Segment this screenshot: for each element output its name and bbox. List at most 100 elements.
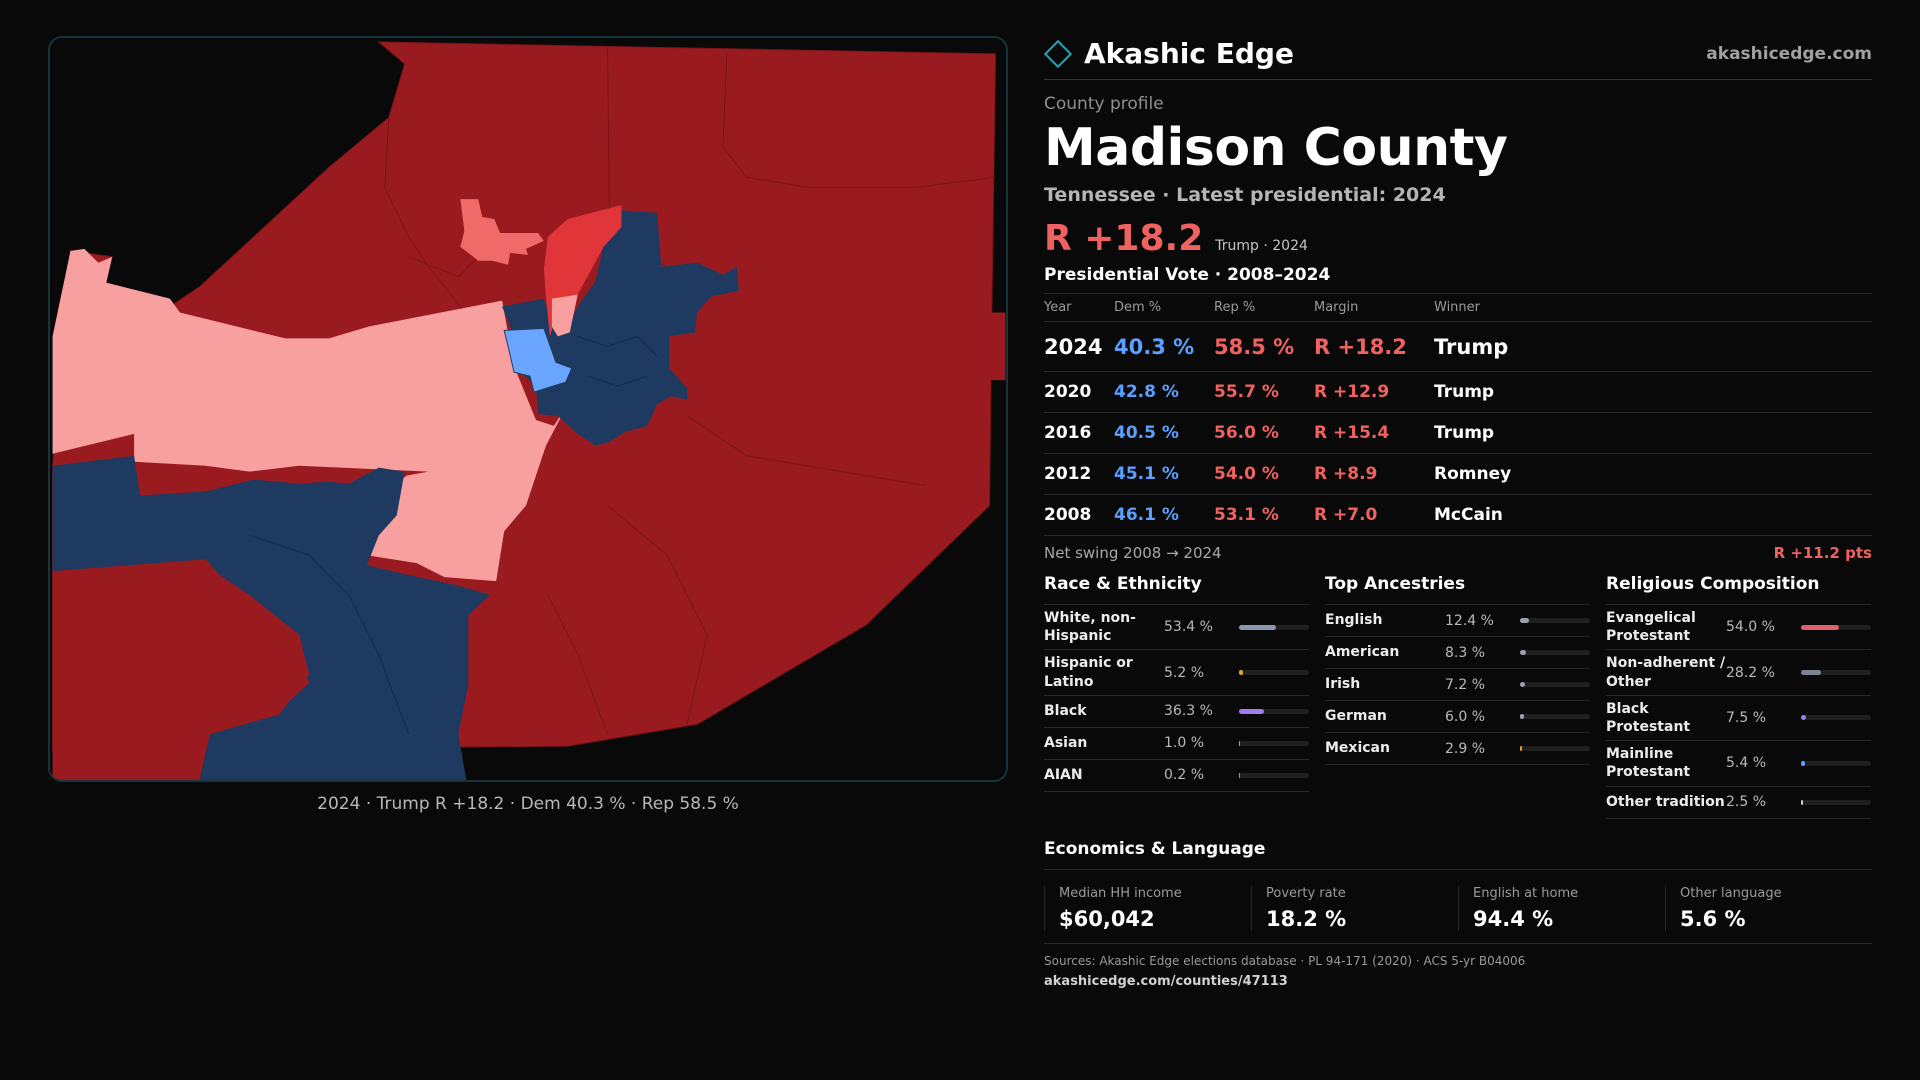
- demographic-label: Mainline Protestant: [1606, 746, 1691, 781]
- demographic-label: English: [1325, 612, 1383, 629]
- vote-dem: 45.1 %: [1114, 453, 1214, 495]
- source-url-link[interactable]: akashicedge.com/counties/47113: [1044, 973, 1288, 989]
- demographic-bar-track: [1520, 650, 1590, 655]
- demographic-bar-track: [1239, 740, 1309, 746]
- demographic-row: Non-adherent / Other 28.2 %: [1606, 650, 1871, 696]
- race-list: White, non-Hispanic 53.4 % Hispanic or Lat…: [1044, 605, 1309, 792]
- demographic-bar-track: [1801, 624, 1871, 630]
- econ-median-income: Median HH income $60,042: [1044, 885, 1251, 931]
- demographic-bar-track: [1520, 746, 1590, 751]
- profile-eyebrow: County profile: [1044, 94, 1164, 114]
- vote-row: 2016 40.5 % 56.0 % R +15.4 Trump: [1044, 412, 1872, 454]
- demographic-row: Asian 1.0 %: [1044, 728, 1309, 760]
- demographic-pct: 2.9 %: [1445, 740, 1486, 757]
- demographic-pct: 5.4 %: [1726, 755, 1767, 772]
- vote-rep: 55.7 %: [1214, 371, 1314, 413]
- precinct-strong-rep-east-notch[interactable]: [989, 312, 1006, 381]
- demographic-bar-fill: [1520, 618, 1529, 623]
- vote-section-title: Presidential Vote · 2008–2024: [1044, 265, 1872, 294]
- sources-note: Sources: Akashic Edge elections database…: [1044, 953, 1526, 968]
- precinct-lean-rep-north[interactable]: [543, 205, 622, 337]
- demographic-bar-track: [1801, 670, 1871, 676]
- econ-label: Median HH income: [1059, 885, 1182, 901]
- vote-row: 2024 40.3 % 58.5 % R +18.2 Trump: [1044, 321, 1872, 372]
- vote-dem: 40.3 %: [1114, 321, 1214, 372]
- demographic-bar-fill: [1801, 799, 1803, 805]
- precinct-boundary: [587, 375, 648, 387]
- demographic-bar-track: [1239, 670, 1309, 676]
- ancestry-title: Top Ancestries: [1325, 574, 1590, 605]
- col-dem: Dem %: [1114, 294, 1214, 322]
- demographic-label: Other tradition: [1606, 793, 1725, 810]
- demographic-row: Hispanic or Latino 5.2 %: [1044, 650, 1309, 696]
- precinct-map-svg[interactable]: [50, 38, 1006, 780]
- col-margin: Margin: [1314, 294, 1434, 322]
- demographic-pct: 6.0 %: [1445, 708, 1486, 725]
- precinct-pale-rep-north[interactable]: [551, 294, 578, 337]
- demographic-label: Non-adherent / Other: [1606, 655, 1726, 690]
- vote-margin: R +18.2: [1314, 321, 1434, 372]
- precinct-strong-dem-southwest[interactable]: [52, 455, 491, 780]
- vote-row: 2008 46.1 % 53.1 % R +7.0 McCain: [1044, 494, 1872, 536]
- econ-value: $60,042: [1059, 906, 1155, 931]
- demographic-label: American: [1325, 644, 1400, 661]
- demographic-pct: 7.2 %: [1445, 676, 1486, 693]
- econ-other-language: Other language 5.6 %: [1665, 885, 1872, 931]
- demographic-label: Evangelical Protestant: [1606, 610, 1696, 645]
- brand[interactable]: Akashic Edge: [1043, 37, 1294, 70]
- demographic-bar-fill: [1520, 714, 1525, 719]
- demographic-pct: 1.0 %: [1164, 735, 1205, 752]
- demographic-bar-track: [1239, 772, 1309, 778]
- brand-header: Akashic Edge akashicedge.com: [1043, 34, 1872, 80]
- demographic-row: Mexican 2.9 %: [1325, 733, 1590, 765]
- demographic-row: Black Protestant 7.5 %: [1606, 696, 1871, 742]
- vote-margin: R +15.4: [1314, 412, 1434, 454]
- vote-dem: 46.1 %: [1114, 494, 1214, 536]
- demographic-row: German 6.0 %: [1325, 701, 1590, 733]
- vote-row: 2012 45.1 % 54.0 % R +8.9 Romney: [1044, 453, 1872, 495]
- precinct-strong-dem-city[interactable]: [514, 209, 739, 446]
- vote-dem: 40.5 %: [1114, 412, 1214, 454]
- vote-margin: R +12.9: [1314, 371, 1434, 413]
- demographic-bar-fill: [1801, 715, 1807, 721]
- precinct-pale-rep-west[interactable]: [52, 248, 568, 582]
- vote-margin: R +7.0: [1314, 494, 1434, 536]
- econ-label: English at home: [1473, 885, 1579, 901]
- econ-value: 18.2 %: [1266, 906, 1347, 931]
- demographic-label: Black Protestant: [1606, 700, 1691, 735]
- demographic-bar-fill: [1520, 650, 1526, 655]
- demographic-pct: 8.3 %: [1445, 644, 1486, 661]
- demographic-bar-fill: [1801, 624, 1839, 630]
- brand-url-link[interactable]: akashicedge.com: [1706, 43, 1872, 64]
- race-title: Race & Ethnicity: [1044, 574, 1309, 605]
- demographic-bar-track: [1239, 708, 1309, 714]
- demographic-row: Other tradition 2.5 %: [1606, 787, 1871, 819]
- race-ethnicity-section: Race & Ethnicity White, non-Hispanic 53.4…: [1044, 574, 1309, 819]
- vote-winner: McCain: [1434, 494, 1872, 536]
- vote-winner: Trump: [1434, 412, 1872, 454]
- demographic-bar-track: [1801, 715, 1871, 721]
- county-map[interactable]: [48, 36, 1008, 782]
- precinct-light-rep-north[interactable]: [460, 199, 544, 265]
- vote-rep: 54.0 %: [1214, 453, 1314, 495]
- ancestry-list: English 12.4 % American 8.3 % Irish 7.2 % Germ…: [1325, 605, 1590, 765]
- econ-label: Other language: [1680, 885, 1782, 901]
- demographic-bar-track: [1801, 760, 1871, 766]
- map-caption: 2024 · Trump R +18.2 · Dem 40.3 % · Rep …: [317, 794, 739, 814]
- precinct-strong-rep-southwest[interactable]: [52, 565, 310, 780]
- precinct-light-dem[interactable]: [503, 327, 573, 393]
- demographic-bar-fill: [1520, 682, 1526, 687]
- demographic-bar-fill: [1239, 670, 1243, 676]
- demographic-label: Black: [1044, 703, 1087, 720]
- demographic-bar-fill: [1239, 708, 1265, 714]
- precinct-boundary: [607, 505, 708, 725]
- demographic-label: Irish: [1325, 676, 1361, 693]
- vote-year: 2012: [1044, 453, 1114, 495]
- econ-label: Poverty rate: [1266, 885, 1346, 901]
- vote-rep: 53.1 %: [1214, 494, 1314, 536]
- vote-margin: R +8.9: [1314, 453, 1434, 495]
- demographic-bar-fill: [1801, 760, 1805, 766]
- vote-winner: Trump: [1434, 321, 1872, 372]
- religion-list: Evangelical Protestant 54.0 % Non-adherent…: [1606, 605, 1871, 819]
- vote-winner: Romney: [1434, 453, 1872, 495]
